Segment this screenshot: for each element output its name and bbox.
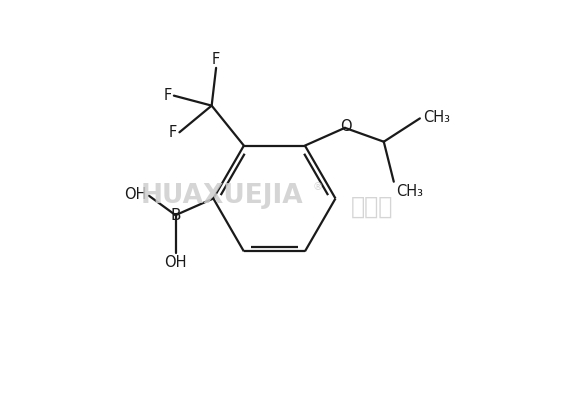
Text: OH: OH: [164, 255, 187, 270]
Text: CH₃: CH₃: [423, 110, 449, 125]
Text: F: F: [163, 88, 172, 103]
Text: CH₃: CH₃: [396, 185, 424, 199]
Text: OH: OH: [124, 187, 147, 202]
Text: B: B: [170, 208, 181, 223]
Text: F: F: [212, 52, 220, 67]
Text: O: O: [340, 119, 351, 134]
Text: HUAXUEJIA: HUAXUEJIA: [140, 183, 303, 209]
Text: 化学加: 化学加: [351, 195, 393, 219]
Text: ®: ®: [312, 182, 323, 193]
Text: F: F: [169, 125, 177, 140]
